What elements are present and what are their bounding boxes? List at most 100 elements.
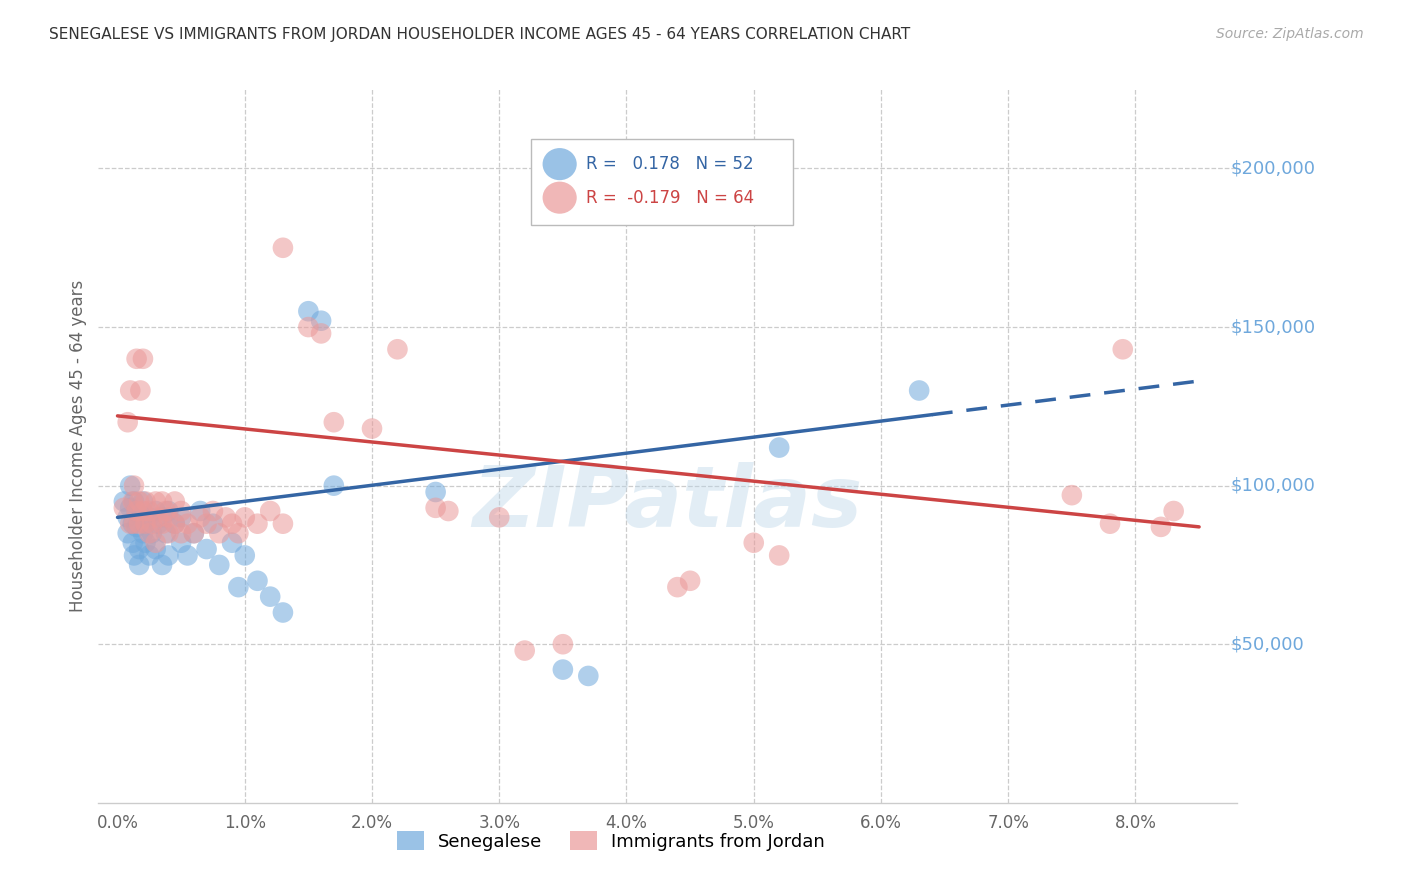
Point xyxy=(309,326,332,341)
Point xyxy=(128,542,150,557)
Point xyxy=(122,549,145,563)
Point xyxy=(122,494,145,508)
Legend: Senegalese, Immigrants from Jordan: Senegalese, Immigrants from Jordan xyxy=(389,824,832,858)
Point xyxy=(132,526,155,541)
Text: R =  -0.179   N = 64: R = -0.179 N = 64 xyxy=(586,189,754,207)
Point xyxy=(425,485,447,500)
Point xyxy=(188,510,211,524)
Text: Source: ZipAtlas.com: Source: ZipAtlas.com xyxy=(1216,27,1364,41)
Point xyxy=(163,516,186,531)
Point xyxy=(551,663,574,677)
Point xyxy=(132,351,155,366)
Text: ZIPatlas: ZIPatlas xyxy=(472,461,863,545)
Point xyxy=(132,494,155,508)
Point xyxy=(141,526,163,541)
Point xyxy=(201,516,224,531)
Point xyxy=(122,516,145,531)
Point xyxy=(138,510,160,524)
Point xyxy=(157,526,180,541)
Point xyxy=(908,384,931,398)
Point xyxy=(176,549,198,563)
Point xyxy=(387,343,409,357)
Point xyxy=(259,590,281,604)
Point xyxy=(228,580,250,594)
Y-axis label: Householder Income Ages 45 - 64 years: Householder Income Ages 45 - 64 years xyxy=(69,280,87,612)
Point xyxy=(134,494,156,508)
Point xyxy=(150,494,173,508)
Text: R =   0.178   N = 52: R = 0.178 N = 52 xyxy=(586,155,754,173)
Point xyxy=(233,549,256,563)
Point xyxy=(208,558,231,572)
Point xyxy=(259,504,281,518)
Point xyxy=(117,510,139,524)
Point xyxy=(138,504,160,518)
Point xyxy=(1112,343,1135,357)
Point xyxy=(271,606,294,620)
Point xyxy=(157,549,180,563)
Ellipse shape xyxy=(543,182,576,214)
Point xyxy=(122,478,145,492)
Point xyxy=(157,504,180,518)
Point xyxy=(322,415,344,429)
Point xyxy=(666,580,689,594)
Point xyxy=(170,535,193,549)
Point xyxy=(129,510,152,524)
Point xyxy=(309,314,332,328)
Point xyxy=(221,535,243,549)
Point xyxy=(128,494,150,508)
Point xyxy=(322,478,344,492)
Point xyxy=(271,241,294,255)
Ellipse shape xyxy=(543,148,576,180)
Point xyxy=(188,504,211,518)
Text: $150,000: $150,000 xyxy=(1230,318,1316,336)
Point xyxy=(183,526,205,541)
FancyBboxPatch shape xyxy=(531,139,793,225)
Point xyxy=(488,510,510,524)
Point xyxy=(576,669,599,683)
Point xyxy=(170,526,193,541)
Point xyxy=(195,516,218,531)
Point xyxy=(1098,516,1121,531)
Point xyxy=(134,535,156,549)
Point xyxy=(551,637,574,651)
Point xyxy=(155,504,177,518)
Point xyxy=(145,535,167,549)
Point xyxy=(141,516,163,531)
Point xyxy=(112,494,135,508)
Point xyxy=(125,504,148,518)
Point xyxy=(195,542,218,557)
Point xyxy=(157,510,180,524)
Point xyxy=(138,526,160,541)
Point xyxy=(297,304,319,318)
Point xyxy=(1150,520,1173,534)
Point xyxy=(145,494,167,508)
Point xyxy=(221,516,243,531)
Point xyxy=(163,494,186,508)
Point xyxy=(183,526,205,541)
Point xyxy=(768,549,790,563)
Point xyxy=(121,516,143,531)
Text: $100,000: $100,000 xyxy=(1230,476,1316,495)
Point xyxy=(150,558,173,572)
Point xyxy=(134,516,156,531)
Point xyxy=(128,558,150,572)
Point xyxy=(163,516,186,531)
Point xyxy=(297,320,319,334)
Point xyxy=(120,478,142,492)
Text: $200,000: $200,000 xyxy=(1230,160,1316,178)
Text: $50,000: $50,000 xyxy=(1230,635,1305,653)
Point xyxy=(1060,488,1083,502)
Point xyxy=(361,421,384,435)
Point xyxy=(148,510,170,524)
Point xyxy=(125,520,148,534)
Point xyxy=(246,516,269,531)
Point xyxy=(425,500,447,515)
Point xyxy=(513,643,536,657)
Point xyxy=(134,516,156,531)
Point xyxy=(117,526,139,541)
Point xyxy=(129,384,152,398)
Point xyxy=(148,516,170,531)
Point xyxy=(132,504,155,518)
Point xyxy=(170,504,193,518)
Point xyxy=(215,510,238,524)
